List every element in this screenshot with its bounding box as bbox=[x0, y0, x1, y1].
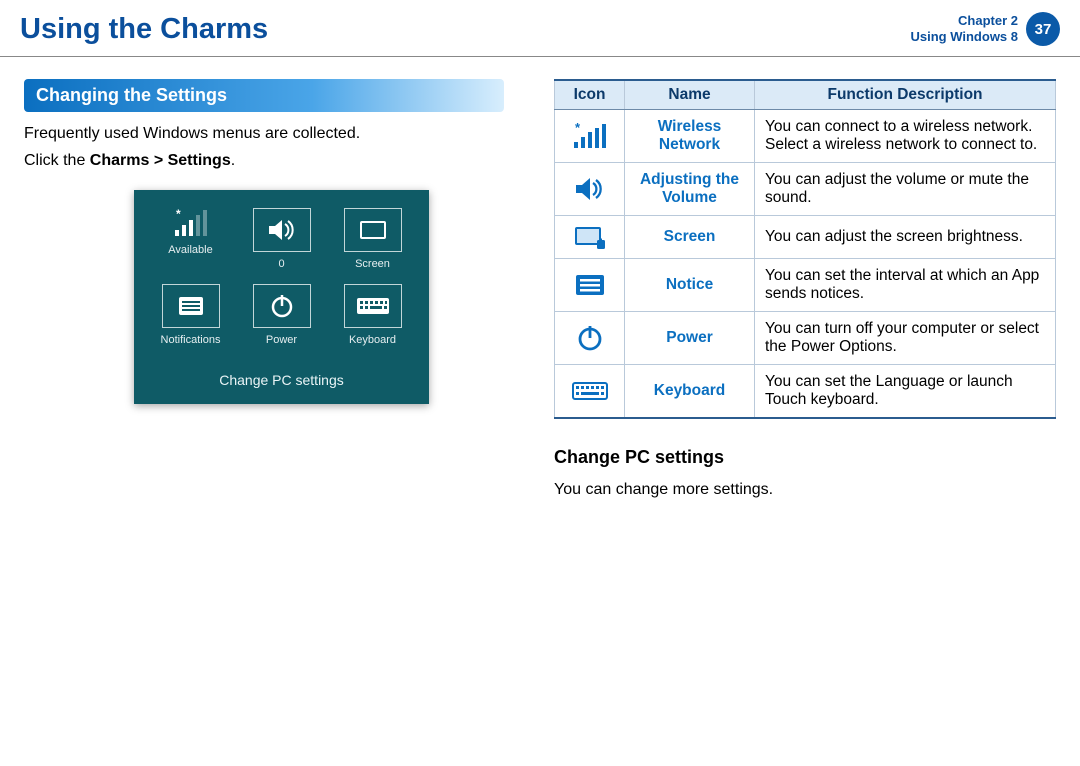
intro-line2: Click the Charms > Settings. bbox=[24, 149, 514, 172]
right-column: Icon Name Function Description * bbox=[554, 79, 1056, 505]
intro-line2-suffix: . bbox=[231, 152, 235, 169]
row-desc: You can turn off your computer or select… bbox=[755, 312, 1056, 365]
power-icon bbox=[576, 324, 604, 352]
page-number-badge: 37 bbox=[1026, 12, 1060, 46]
power-icon bbox=[269, 293, 295, 319]
table-header-row: Icon Name Function Description bbox=[555, 80, 1056, 110]
page-title: Using the Charms bbox=[20, 13, 268, 46]
svg-text:*: * bbox=[176, 208, 181, 221]
left-column: Changing the Settings Frequently used Wi… bbox=[24, 79, 514, 505]
keyboard-icon bbox=[356, 295, 390, 317]
row-icon-power bbox=[555, 312, 625, 365]
wifi-icon: * bbox=[173, 208, 209, 238]
row-name: Screen bbox=[625, 216, 755, 259]
tile-box bbox=[253, 284, 311, 328]
chapter-text: Chapter 2 Using Windows 8 bbox=[911, 13, 1019, 46]
charm-tile-volume[interactable]: 0 bbox=[239, 208, 324, 270]
row-desc: You can adjust the screen brightness. bbox=[755, 216, 1056, 259]
change-pc-heading: Change PC settings bbox=[554, 447, 1056, 468]
notice-icon bbox=[574, 273, 606, 297]
charm-label: Available bbox=[168, 244, 212, 256]
table-row: Notice You can set the interval at which… bbox=[555, 259, 1056, 312]
chapter-line2: Using Windows 8 bbox=[911, 29, 1019, 45]
volume-icon bbox=[267, 217, 297, 243]
row-desc: You can set the Language or launch Touch… bbox=[755, 365, 1056, 419]
charm-label: 0 bbox=[278, 258, 284, 270]
notifications-icon bbox=[177, 295, 205, 317]
row-icon-screen bbox=[555, 216, 625, 259]
row-icon-volume bbox=[555, 163, 625, 216]
svg-text:*: * bbox=[575, 122, 581, 135]
row-name: Power bbox=[625, 312, 755, 365]
row-icon-wireless: * bbox=[555, 110, 625, 163]
intro-line2-prefix: Click the bbox=[24, 152, 90, 169]
th-icon: Icon bbox=[555, 80, 625, 110]
table-row: Keyboard You can set the Language or lau… bbox=[555, 365, 1056, 419]
charm-tile-screen[interactable]: Screen bbox=[330, 208, 415, 270]
th-name: Name bbox=[625, 80, 755, 110]
row-icon-notice bbox=[555, 259, 625, 312]
row-name: Notice bbox=[625, 259, 755, 312]
charms-settings-panel: * Available bbox=[134, 190, 429, 404]
charm-tile-power[interactable]: Power bbox=[239, 284, 324, 346]
row-name: Adjusting the Volume bbox=[625, 163, 755, 216]
keyboard-icon bbox=[572, 380, 608, 402]
chapter-block: Chapter 2 Using Windows 8 37 bbox=[911, 12, 1061, 46]
content-columns: Changing the Settings Frequently used Wi… bbox=[0, 57, 1080, 505]
charms-grid: * Available bbox=[148, 208, 415, 346]
row-desc: You can connect to a wireless network. S… bbox=[755, 110, 1056, 163]
change-pc-settings-link[interactable]: Change PC settings bbox=[148, 364, 415, 394]
row-icon-keyboard bbox=[555, 365, 625, 419]
change-pc-text: You can change more settings. bbox=[554, 478, 1056, 501]
tile-box bbox=[162, 284, 220, 328]
tile-box bbox=[253, 208, 311, 252]
wifi-icon: * bbox=[573, 122, 607, 150]
charm-tile-notifications[interactable]: Notifications bbox=[148, 284, 233, 346]
screen-icon bbox=[358, 219, 388, 241]
chapter-line1: Chapter 2 bbox=[911, 13, 1019, 29]
intro-line2-bold: Charms > Settings bbox=[90, 152, 231, 169]
row-desc: You can adjust the volume or mute the so… bbox=[755, 163, 1056, 216]
table-row: Power You can turn off your computer or … bbox=[555, 312, 1056, 365]
tile-box bbox=[344, 208, 402, 252]
page-header: Using the Charms Chapter 2 Using Windows… bbox=[0, 0, 1080, 57]
screen-icon bbox=[573, 224, 607, 250]
charm-tile-keyboard[interactable]: Keyboard bbox=[330, 284, 415, 346]
table-row: Adjusting the Volume You can adjust the … bbox=[555, 163, 1056, 216]
tile-box bbox=[344, 284, 402, 328]
row-name: Keyboard bbox=[625, 365, 755, 419]
row-desc: You can set the interval at which an App… bbox=[755, 259, 1056, 312]
charm-label: Power bbox=[266, 334, 297, 346]
charm-label: Keyboard bbox=[349, 334, 396, 346]
function-table: Icon Name Function Description * bbox=[554, 79, 1056, 419]
intro-line1: Frequently used Windows menus are collec… bbox=[24, 122, 514, 145]
charm-label: Screen bbox=[355, 258, 390, 270]
table-row: * Wireless Network You can connect to a … bbox=[555, 110, 1056, 163]
volume-icon bbox=[574, 175, 606, 203]
section-heading: Changing the Settings bbox=[24, 79, 504, 112]
charm-label: Notifications bbox=[161, 334, 221, 346]
table-row: Screen You can adjust the screen brightn… bbox=[555, 216, 1056, 259]
charm-tile-wireless[interactable]: * Available bbox=[148, 208, 233, 270]
row-name: Wireless Network bbox=[625, 110, 755, 163]
th-desc: Function Description bbox=[755, 80, 1056, 110]
